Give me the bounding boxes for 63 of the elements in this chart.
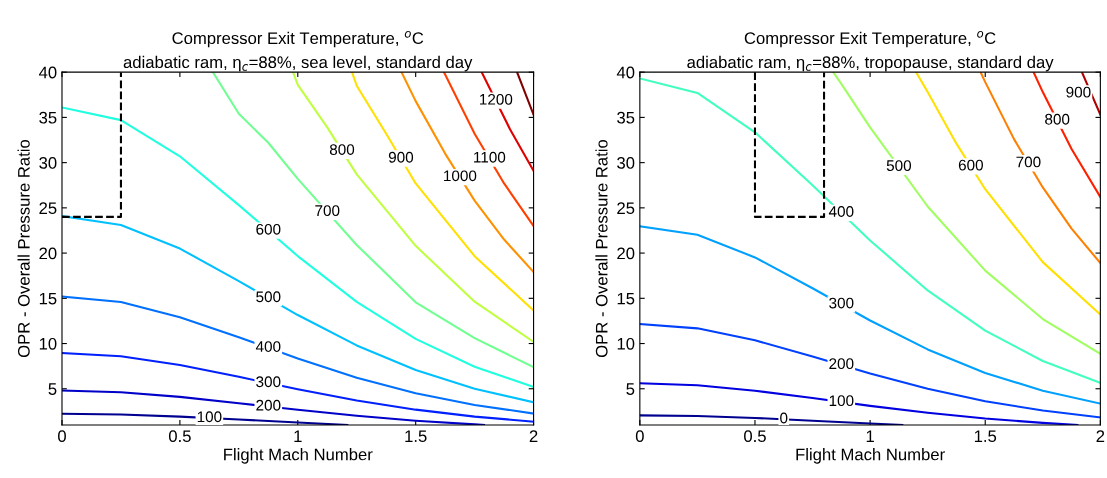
series-label: 800 (329, 144, 355, 155)
x-tick-label: 2 (529, 430, 538, 442)
line-series (639, 225, 1101, 405)
x-tick-label: 1.5 (974, 430, 997, 443)
series-label: 500 (256, 291, 281, 303)
x-axis-title: Flight Mach Number (224, 448, 373, 464)
y-tick-label: 25 (617, 202, 635, 215)
y-axis-title: OPR - Overall Pressure Ratio (17, 139, 30, 358)
series-label: 900 (388, 151, 414, 163)
y-tick-label: 40 (38, 66, 57, 79)
line-series (211, 72, 534, 369)
y-tick-label: 35 (39, 111, 57, 124)
series-label: 100 (197, 411, 222, 423)
series-label: 1100 (474, 151, 506, 163)
chart-title: Compressor Exit Temperature, $^{o}$C (744, 30, 996, 48)
series-label: 200 (256, 399, 281, 411)
y-tick-label: 40 (616, 66, 635, 79)
y-axis-title: OPR - Overall Pressure Ratio (595, 139, 608, 358)
x-tick-label: 0 (635, 430, 644, 443)
series-label: 700 (1016, 156, 1041, 168)
series-label: 300 (829, 297, 854, 309)
y-tick-label: 5 (48, 383, 57, 395)
chart-title: Compressor Exit Temperature, $^{o}$C (172, 30, 424, 48)
line-series (915, 72, 1101, 316)
series-label: 400 (828, 206, 854, 217)
line-series (292, 72, 534, 343)
y-tick-label: 10 (617, 337, 635, 350)
series-label: 500 (886, 160, 912, 172)
series-label: 900 (1066, 86, 1091, 98)
x-tick-label: 0.5 (168, 430, 191, 443)
y-tick-label: 30 (39, 157, 57, 169)
series-label: 1000 (444, 170, 477, 182)
y-tick-label: 15 (617, 292, 635, 305)
x-tick-label: 2 (1096, 430, 1105, 442)
y-tick-label: 15 (39, 292, 57, 305)
series-label: 400 (255, 341, 281, 352)
y-tick-label: 10 (39, 337, 57, 350)
y-tick-label: 20 (39, 247, 57, 260)
series-label: 600 (958, 159, 983, 171)
series-label: 100 (829, 395, 854, 407)
y-tick-label: 25 (39, 202, 57, 215)
y-tick-label: 5 (626, 383, 635, 395)
x-tick-label: 1 (866, 430, 874, 442)
series-label: 600 (256, 223, 281, 235)
y-tick-label: 30 (617, 157, 635, 169)
x-tick-label: 1 (294, 430, 302, 442)
line-series (639, 77, 1101, 385)
y-tick-label: 35 (617, 111, 635, 124)
x-axis-title: Flight Mach Number (796, 448, 945, 464)
series-label: 700 (315, 205, 340, 217)
x-tick-label: 0 (58, 430, 66, 443)
chart-subtitle: adiabatic ram, η$_{c}$=88%, sea level, standard day (123, 55, 473, 72)
line-series (442, 72, 534, 227)
series-label: 1200 (480, 93, 513, 105)
y-tick-label: 20 (617, 247, 635, 260)
series-label: 0 (780, 412, 788, 424)
series-label: 800 (1045, 113, 1070, 125)
x-tick-label: 0.5 (744, 430, 766, 443)
series-label: 300 (256, 376, 281, 388)
chart-subtitle: adiabatic ram, η$_{c}$=88%, tropopause, standard day (687, 55, 1054, 72)
x-tick-label: 1.5 (405, 430, 427, 443)
line-series (61, 106, 534, 388)
series-label: 200 (829, 358, 854, 370)
